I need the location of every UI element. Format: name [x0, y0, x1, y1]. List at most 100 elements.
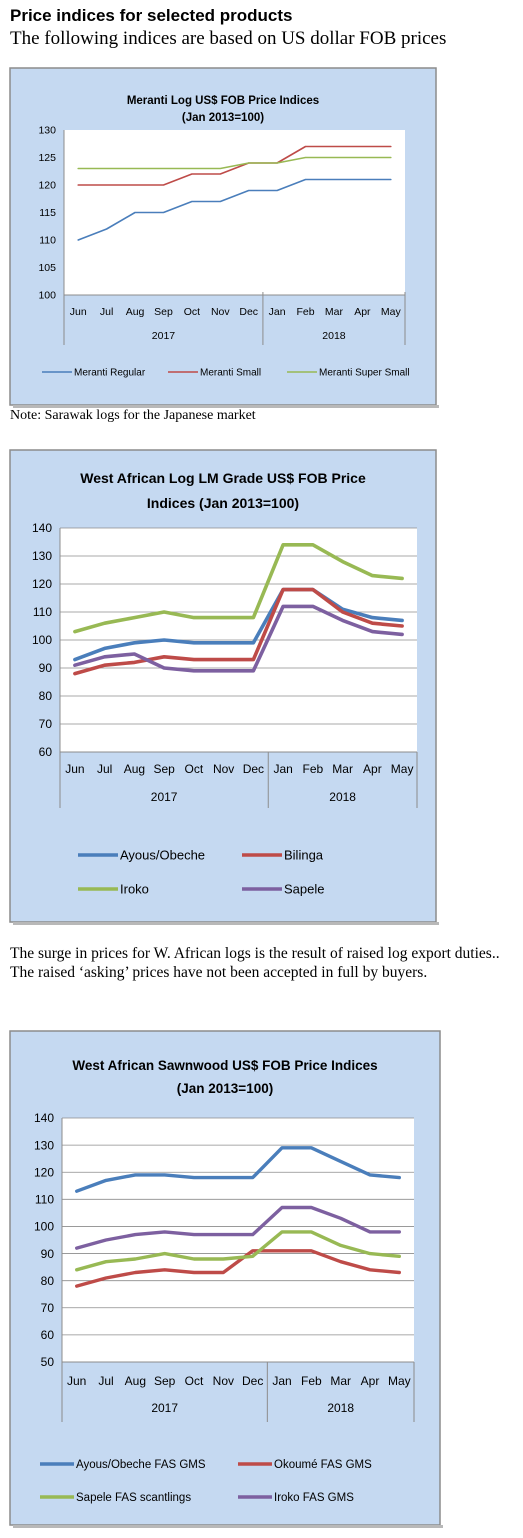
y-tick-label: 70	[41, 1301, 55, 1315]
chart-frame-shadow	[13, 405, 439, 408]
series-line	[77, 156, 392, 170]
x-tick-label: Dec	[243, 762, 264, 776]
x-tick-label: Jan	[272, 1374, 291, 1388]
chart-subtitle: (Jan 2013=100)	[182, 112, 264, 124]
sarawak-note: Note: Sarawak logs for the Japanese mark…	[10, 408, 256, 423]
x-tick-label: Feb	[296, 306, 314, 318]
y-tick-label: 130	[34, 1138, 54, 1152]
x-tick-label: Jun	[67, 1374, 86, 1388]
legend-label: Iroko	[120, 882, 149, 897]
x-tick-label: Oct	[185, 762, 204, 776]
series-line	[77, 178, 392, 241]
chart-frame-shadow	[13, 922, 439, 925]
y-tick-label: 140	[34, 1111, 54, 1125]
legend-label: Sapele FAS scantlings	[76, 1492, 191, 1504]
x-tick-label: Jun	[65, 762, 84, 776]
y-tick-label: 70	[39, 717, 53, 731]
y-tick-label: 105	[38, 262, 56, 274]
x-tick-label: Jul	[97, 762, 112, 776]
legend-label: Okoumé FAS GMS	[274, 1459, 372, 1471]
series-line	[73, 604, 404, 673]
x-tick-label: Aug	[126, 306, 145, 318]
y-tick-label: 100	[38, 290, 56, 302]
plot-area	[62, 1118, 414, 1362]
y-tick-label: 120	[34, 1165, 54, 1179]
x-tick-label: Aug	[124, 762, 145, 776]
legend-label: Bilinga	[284, 848, 324, 863]
y-tick-label: 125	[38, 152, 56, 164]
x-tick-label: May	[381, 306, 402, 318]
y-tick-label: 110	[33, 605, 52, 619]
x-tick-label: Nov	[211, 306, 230, 318]
y-tick-label: 80	[39, 689, 53, 703]
x-tick-label: Jul	[98, 1374, 113, 1388]
chart-title: West African Log LM Grade US$ FOB Price	[80, 470, 366, 486]
x-tick-label: Feb	[303, 762, 324, 776]
legend-label: Ayous/Obeche FAS GMS	[76, 1459, 206, 1471]
series-line	[77, 145, 392, 186]
x-tick-label: Sep	[154, 306, 173, 318]
series-line	[74, 1249, 401, 1288]
y-tick-label: 80	[41, 1274, 55, 1288]
y-tick-label: 100	[34, 1220, 54, 1234]
year-label: 2018	[327, 1401, 354, 1415]
year-label: 2017	[151, 1401, 178, 1415]
x-tick-label: Apr	[354, 306, 371, 318]
x-tick-label: Dec	[242, 1374, 263, 1388]
legend-label: Meranti Regular	[74, 368, 146, 379]
x-tick-label: May	[388, 1374, 411, 1388]
x-tick-label: Aug	[125, 1374, 146, 1388]
x-tick-label: Nov	[213, 762, 234, 776]
x-tick-label: Oct	[185, 1374, 204, 1388]
x-tick-label: Sep	[153, 762, 175, 776]
y-tick-label: 90	[39, 661, 53, 675]
x-tick-label: Mar	[325, 306, 344, 318]
y-tick-label: 120	[38, 180, 56, 192]
x-tick-label: Mar	[330, 1374, 351, 1388]
x-tick-label: Apr	[361, 1374, 380, 1388]
page-heading: Price indices for selected products	[10, 6, 293, 25]
x-tick-label: Jul	[100, 306, 113, 318]
year-label: 2018	[322, 330, 346, 342]
y-tick-label: 60	[41, 1328, 55, 1342]
legend-label: Sapele	[284, 882, 324, 897]
x-tick-label: Mar	[332, 762, 353, 776]
y-tick-label: 100	[32, 633, 52, 647]
legend-label: Meranti Super Small	[319, 368, 410, 379]
x-tick-label: Apr	[363, 762, 382, 776]
series-line	[73, 542, 404, 634]
x-tick-label: Jan	[273, 762, 292, 776]
chart-frame-shadow	[13, 1525, 443, 1528]
y-tick-label: 110	[39, 235, 56, 247]
x-tick-label: Oct	[184, 306, 200, 318]
chart-subtitle: Indices (Jan 2013=100)	[147, 495, 299, 511]
series-line	[73, 587, 404, 662]
x-tick-label: Jan	[269, 306, 286, 318]
year-label: 2017	[151, 790, 178, 804]
y-tick-label: 50	[41, 1355, 55, 1369]
series-line	[74, 1146, 401, 1193]
y-tick-label: 60	[39, 745, 53, 759]
year-label: 2017	[152, 330, 176, 342]
x-tick-label: May	[391, 762, 414, 776]
y-tick-label: 140	[32, 521, 52, 535]
chart-title: West African Sawnwood US$ FOB Price Indi…	[72, 1058, 377, 1073]
legend-label: Meranti Small	[200, 368, 261, 379]
y-tick-label: 110	[35, 1193, 54, 1207]
year-label: 2018	[329, 790, 356, 804]
y-tick-label: 90	[41, 1247, 55, 1261]
page-subheading: The following indices are based on US do…	[10, 28, 447, 49]
west-african-log-chart: West African Log LM Grade US$ FOB Price I…	[9, 449, 439, 925]
series-line	[74, 1230, 401, 1272]
y-tick-label: 130	[38, 125, 56, 137]
x-tick-label: Sep	[154, 1374, 176, 1388]
price-surge-paragraph: The surge in prices for W. African logs …	[10, 945, 500, 981]
meranti-log-chart: Meranti Log US$ FOB Price Indices (Jan 20…	[9, 67, 439, 408]
y-tick-label: 130	[32, 549, 52, 563]
series-line	[74, 1205, 401, 1250]
chart-title: Meranti Log US$ FOB Price Indices	[127, 95, 319, 107]
legend-label: Iroko FAS GMS	[274, 1492, 354, 1504]
chart-subtitle: (Jan 2013=100)	[177, 1081, 273, 1096]
x-tick-label: Nov	[213, 1374, 234, 1388]
